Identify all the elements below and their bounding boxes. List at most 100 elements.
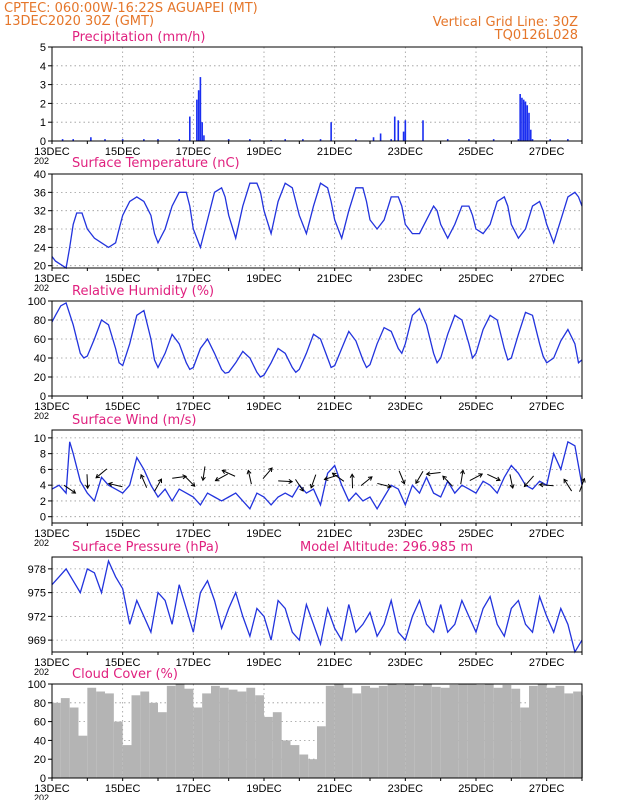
cloud-bar xyxy=(334,684,344,778)
y-tick-label: 975 xyxy=(28,588,46,600)
x-tick-label: 23DEC xyxy=(388,657,424,669)
x-tick-label: 19DEC xyxy=(246,657,282,669)
precip-bar xyxy=(197,90,200,141)
wind-arrow-head xyxy=(415,479,420,485)
wind-arrow-head xyxy=(523,482,529,488)
cloud-bar xyxy=(158,712,167,778)
x-tick-label: 25DEC xyxy=(458,146,494,158)
wind-arrow-shaft xyxy=(202,466,206,481)
wind-arrow xyxy=(172,474,188,480)
precip-bar xyxy=(521,97,523,141)
wind-arrow xyxy=(85,474,90,490)
year-label: 202 xyxy=(34,538,49,548)
y-tick-label: 20 xyxy=(34,754,46,766)
wind-arrow xyxy=(63,484,77,494)
wind-arrow-head xyxy=(190,482,196,487)
wind-arrow-shaft xyxy=(295,479,304,492)
wind-arrow xyxy=(523,475,535,488)
wind-arrow-head xyxy=(509,484,515,490)
x-tick-label: 17DEC xyxy=(176,528,212,540)
cloud-bar xyxy=(378,685,388,778)
wind-arrow-head xyxy=(71,489,77,494)
precip-bar xyxy=(519,94,521,141)
x-tick-label: 19DEC xyxy=(246,146,282,158)
cloud-bar xyxy=(193,707,203,778)
x-tick-label: 13DEC xyxy=(34,657,70,669)
wind-arrow-shaft xyxy=(469,473,483,481)
y-tick-label: 4 xyxy=(40,61,46,73)
x-tick-label: 27DEC xyxy=(529,146,565,158)
pres-title: Surface Pressure (hPa) xyxy=(72,540,219,555)
cloud-bar xyxy=(96,691,105,778)
precip-title: Precipitation (mm/h) xyxy=(72,30,205,45)
wind-arrow xyxy=(377,482,392,489)
y-tick-label: 2 xyxy=(40,496,46,508)
y-tick-label: 978 xyxy=(28,564,46,576)
wind-arrow-head xyxy=(331,472,337,478)
x-tick-label: 15DEC xyxy=(105,657,141,669)
y-tick-label: 80 xyxy=(34,698,46,710)
precip-bar xyxy=(199,77,202,141)
cloud-bar xyxy=(546,687,556,778)
wind-arrow-head xyxy=(478,473,484,478)
y-tick-label: 80 xyxy=(34,315,46,327)
wind-arrow xyxy=(140,473,148,488)
y-tick-label: 28 xyxy=(34,224,46,236)
cloud-bar xyxy=(317,726,326,778)
precip-bar xyxy=(157,139,159,141)
y-tick-label: 60 xyxy=(34,334,46,346)
wind-arrow-shaft xyxy=(360,476,373,486)
cloud-bar xyxy=(272,712,282,778)
x-tick-label: 15DEC xyxy=(105,783,141,795)
wind-arrow-shaft xyxy=(108,483,123,488)
wind-arrow-head xyxy=(563,478,568,484)
cloud-bar xyxy=(237,691,247,778)
cloud-bar xyxy=(467,684,476,778)
cloud-title: Cloud Cover (%) xyxy=(72,667,178,682)
wind-arrow xyxy=(425,471,441,477)
cloud-bar xyxy=(502,684,512,778)
precip-bar xyxy=(284,139,286,141)
x-tick-label: 23DEC xyxy=(388,783,424,795)
wind-arrow-shaft xyxy=(460,470,464,485)
precip-bar xyxy=(529,129,532,141)
plot-frame xyxy=(51,683,583,779)
wind-arrow-head xyxy=(425,471,431,477)
precip-bar xyxy=(526,105,529,141)
x-tick-label: 15DEC xyxy=(105,401,141,413)
y-tick-label: 3 xyxy=(40,80,46,92)
wind-arrow xyxy=(415,470,424,485)
temp-title: Surface Temperature (nC) xyxy=(72,156,240,171)
precip-bar xyxy=(372,137,375,141)
x-tick-label: 13DEC xyxy=(34,401,70,413)
cloud-bar xyxy=(405,684,415,778)
wind-arrow-shaft xyxy=(539,484,554,487)
wind-arrow xyxy=(246,469,252,485)
header-station: CPTEC: 060:00W-16:22S AGUAPEI (MT) xyxy=(4,1,258,16)
wind-arrow xyxy=(221,469,236,477)
precip-bar xyxy=(196,99,198,141)
wind-arrow xyxy=(309,474,317,489)
cloud-bar xyxy=(264,716,273,778)
cloud-bar xyxy=(458,684,468,778)
precip-bar xyxy=(121,139,124,141)
plot-frame xyxy=(51,46,583,142)
precip-bar xyxy=(302,139,304,141)
cloud-bar xyxy=(113,721,123,778)
wind-arrow-shaft xyxy=(184,475,196,487)
x-tick-label: 25DEC xyxy=(458,401,494,413)
precip-bar xyxy=(203,135,205,141)
wind-arrow xyxy=(398,470,406,485)
precip-bar xyxy=(549,139,551,141)
wind-arrow-shaft xyxy=(247,470,252,485)
x-tick-label: 17DEC xyxy=(176,657,212,669)
wind-arrow-shaft xyxy=(215,473,228,482)
y-tick-label: 60 xyxy=(34,717,46,729)
x-tick-label: 23DEC xyxy=(388,528,424,540)
wind-arrow-head xyxy=(214,476,220,482)
wind-arrow-shaft xyxy=(487,473,501,481)
plot-frame xyxy=(51,429,583,524)
cloud-bar xyxy=(361,685,370,778)
precip-bar xyxy=(355,139,357,141)
precip-bar xyxy=(319,139,322,141)
